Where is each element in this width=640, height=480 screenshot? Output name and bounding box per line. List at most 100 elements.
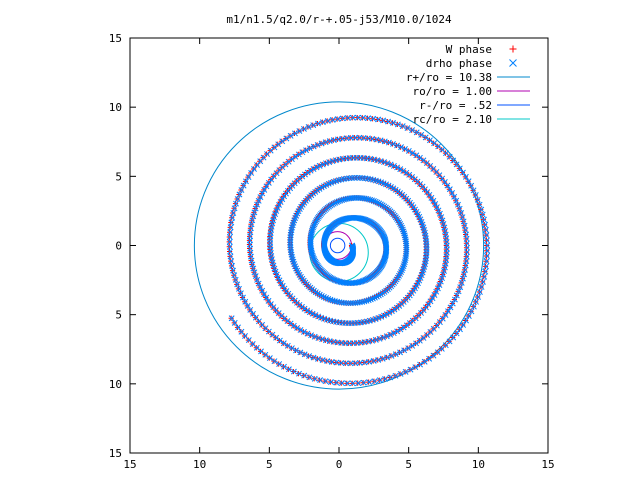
drho-phase-point [352,299,359,306]
drho-phase-point [434,349,441,356]
drho-phase-point [306,309,313,316]
drho-phase-point [366,379,373,386]
drho-phase-point [387,374,394,381]
drho-phase-point [275,274,282,281]
drho-phase-point [236,285,242,292]
drho-phase-point [279,282,286,289]
drho-phase-point [297,349,304,356]
drho-phase-point [317,377,324,384]
drho-phase-point [483,258,490,265]
drho-phase-point [426,355,433,362]
x-tick-label: 0 [336,458,343,471]
drho-phase-point [409,127,416,134]
drho-phase-point [399,226,406,233]
drho-phase-point [376,200,383,207]
drho-phase-point [380,334,387,341]
drho-phase-point [306,353,313,359]
drho-phase-point [394,121,401,128]
drho-phase-point [228,315,235,322]
drho-phase-point [237,290,244,297]
drho-phase-point [365,196,372,203]
drho-phase-point [287,236,294,243]
drho-phase-point [287,132,294,139]
drho-phase-point [311,257,318,264]
drho-phase-point [409,342,416,349]
drho-phase-point [231,319,238,326]
drho-phase-point [465,313,472,319]
drho-phase-point [310,224,317,231]
drho-phase-point [233,200,239,207]
drho-phase-point [385,139,392,146]
drho-phase-point [433,288,440,295]
drho-phase-point [334,116,341,123]
drho-phase-point [278,280,285,287]
drho-phase-point [333,359,340,366]
drho-phase-point [460,218,467,225]
drho-phase-point [484,253,490,259]
drho-phase-point [290,368,297,375]
drho-phase-point [344,115,351,121]
drho-phase-point [401,347,408,354]
drho-phase-point [388,352,395,359]
drho-phase-point [227,253,234,260]
drho-phase-point [226,234,233,240]
drho-phase-point [431,292,438,298]
drho-phase-point [447,304,454,311]
drho-phase-point [390,140,396,147]
drho-phase-point [234,196,241,202]
drho-phase-point [284,342,291,349]
drho-phase-point [314,142,321,148]
drho-phase-point [352,134,358,141]
drho-phase-point [350,300,357,307]
drho-phase-point [296,128,303,135]
drho-phase-point [470,187,477,194]
drho-phase-point [349,380,356,387]
drho-phase-point [315,355,322,362]
drho-phase-point [337,197,344,204]
y-tick-label: 15 [109,447,122,460]
drho-phase-point [255,280,262,287]
drho-phase-point [259,190,266,197]
drho-phase-point [312,219,319,226]
drho-phase-point [439,175,446,182]
drho-phase-point [279,138,286,145]
drho-phase-point [459,169,466,176]
drho-phase-point [381,159,388,166]
drho-phase-point [294,324,301,331]
drho-phase-point [324,117,331,124]
drho-phase-point [449,300,456,307]
drho-phase-point [252,273,259,280]
drho-phase-point [299,149,306,156]
drho-phase-point [397,370,404,377]
drho-phase-point [330,200,337,207]
drho-phase-point [442,312,449,318]
drho-phase-point [459,214,466,221]
drho-phase-point [302,171,308,178]
drho-phase-point [332,199,339,206]
drho-phase-point [257,194,264,201]
drho-phase-point [397,326,404,333]
drho-phase-point [319,357,326,364]
drho-phase-point [335,198,342,205]
drho-phase-point [387,331,394,338]
drho-phase-point [405,345,412,352]
drho-phase-point [449,189,456,196]
x-tick-label: 15 [123,458,136,471]
drho-phase-point [338,299,345,306]
drho-phase-point [234,281,241,288]
drho-phase-point [384,160,391,167]
drho-phase-point [482,268,489,275]
drho-phase-point [310,166,317,172]
drho-phase-point [434,285,441,292]
drho-phase-point [445,308,452,315]
drho-phase-point [451,296,458,303]
drho-phase-point [279,196,286,203]
drho-phase-point [381,138,388,145]
drho-phase-point [451,193,458,200]
drho-phase-point [231,272,238,279]
drho-phase-point [371,378,378,385]
drho-phase-point [328,358,335,365]
drho-phase-point [273,271,280,278]
legend-label: rc/ro = 2.10 [413,113,492,126]
